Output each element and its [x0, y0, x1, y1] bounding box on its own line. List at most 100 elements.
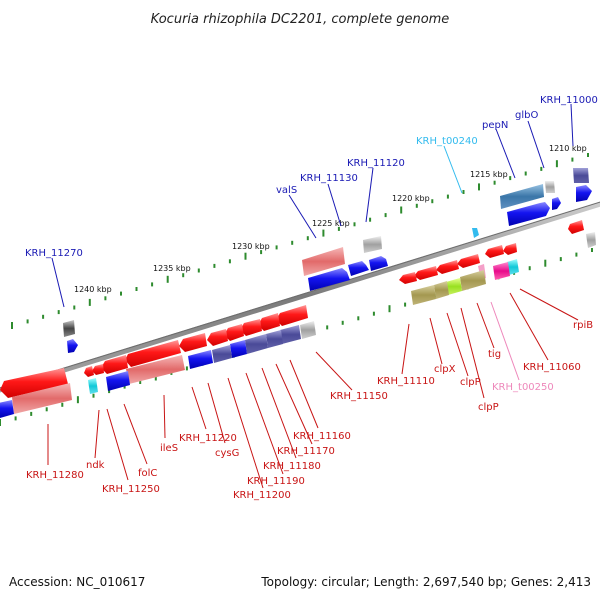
gene-red-arrow[interactable] — [436, 260, 459, 274]
gene-label[interactable]: glbO — [515, 110, 538, 121]
gene-red-arrow[interactable] — [179, 333, 207, 352]
gene-blue-feature[interactable] — [0, 400, 14, 418]
gene-krh11130-arrow[interactable] — [348, 261, 369, 276]
gene-red-arrow[interactable] — [485, 245, 504, 258]
minor-tick — [139, 380, 142, 384]
gene-red-arrow[interactable] — [276, 305, 308, 326]
kbp-label: 1240 kbp — [74, 285, 112, 294]
gene-olive-feature[interactable] — [460, 270, 486, 291]
gene-red-arrow[interactable] — [399, 272, 417, 284]
gene-pepn-arrow[interactable] — [507, 202, 550, 226]
gene-krh11200-feature[interactable] — [212, 345, 232, 363]
minor-tick — [446, 194, 449, 199]
gene-label[interactable]: clpP — [478, 402, 499, 413]
gene-label[interactable]: clpP — [460, 377, 481, 388]
gene-red-arrow[interactable] — [84, 366, 94, 377]
gene-krh11120-feature[interactable] — [363, 236, 382, 253]
gene-label[interactable]: rpiB — [573, 320, 593, 331]
gene-label[interactable]: KRH_11160 — [293, 431, 351, 442]
gene-krh11120-arrow[interactable] — [369, 256, 388, 271]
gene-red-arrow[interactable] — [457, 254, 480, 268]
forward-label-group — [51, 103, 574, 308]
gene-red-arrow[interactable] — [101, 355, 128, 374]
gene-label[interactable]: KRH_11220 — [179, 433, 237, 444]
gene-red-arrow[interactable] — [224, 324, 244, 341]
gene-krh11000-arrow[interactable] — [576, 185, 592, 202]
gene-glbo-feature[interactable] — [545, 181, 555, 193]
gene-label[interactable]: KRH_11280 — [26, 470, 84, 481]
gene-red-arrow[interactable] — [92, 364, 104, 375]
gene-label[interactable]: KRH_11250 — [102, 484, 160, 495]
gene-krh11270-arrow[interactable] — [67, 339, 78, 353]
gene-vals-feature[interactable] — [302, 247, 345, 276]
gene-label[interactable]: KRH_11180 — [263, 461, 321, 472]
gene-label[interactable]: KRH_11130 — [300, 173, 358, 184]
gene-label[interactable]: tig — [488, 349, 501, 360]
gene-krh11060-feature[interactable] — [507, 259, 519, 275]
minor-tick — [120, 291, 122, 296]
minor-tick — [528, 266, 531, 271]
gene-krh11160-feature[interactable] — [280, 325, 301, 344]
gene-label[interactable]: KRH_11120 — [347, 158, 405, 169]
gene-clpp-feature[interactable] — [446, 278, 462, 295]
gene-ndk-feature[interactable] — [88, 378, 98, 394]
gene-iles-feature[interactable] — [126, 355, 185, 384]
gene-vals-arrow[interactable] — [308, 268, 350, 291]
gene-iles-arrow[interactable] — [125, 340, 181, 367]
gene-tig-feature[interactable] — [493, 262, 510, 280]
gene-label[interactable]: KRH_11150 — [330, 391, 388, 402]
minor-tick — [151, 282, 154, 287]
gene-red-arrow[interactable] — [414, 266, 438, 280]
gene-krh11180-feature[interactable] — [245, 334, 268, 354]
genome-backbone — [0, 201, 600, 393]
gene-krh11150-feature[interactable] — [300, 321, 316, 339]
gene-label[interactable]: KRH_11200 — [233, 490, 291, 501]
gene-label[interactable]: valS — [276, 185, 297, 196]
gene-krh11000-feature[interactable] — [573, 168, 589, 183]
trna-krh-t00240-marker[interactable] — [472, 228, 479, 238]
major-tick — [555, 160, 558, 168]
forward-features — [63, 168, 592, 353]
minor-tick — [372, 311, 375, 316]
gene-label[interactable]: KRH_11110 — [377, 376, 435, 387]
minor-tick — [26, 319, 29, 324]
gene-rpib-feature[interactable] — [586, 232, 596, 248]
gene-cysg-feature[interactable] — [188, 350, 213, 369]
kbp-label: 1225 kbp — [312, 219, 350, 228]
minor-tick — [260, 250, 263, 255]
gene-label[interactable]: ndk — [86, 460, 105, 471]
gene-label[interactable]: KRH_11000 — [540, 95, 598, 106]
gene-pepn-feature[interactable] — [500, 184, 544, 209]
gene-red-arrow[interactable] — [240, 319, 262, 336]
gene-folc-feature[interactable] — [106, 371, 130, 391]
gene-rpib-arrow[interactable] — [568, 220, 584, 234]
gene-krh11190-feature[interactable] — [230, 340, 247, 358]
major-tick — [11, 322, 13, 329]
trna-label[interactable]: KRH_t00240 — [416, 136, 478, 147]
map-title: Kocuria rhizophila DC2201, complete geno… — [151, 12, 450, 27]
gene-label[interactable]: cysG — [215, 448, 239, 459]
gene-krh11270-feature[interactable] — [63, 320, 75, 337]
gene-krh11280-feature[interactable] — [12, 383, 72, 414]
gene-label[interactable]: KRH_11170 — [277, 446, 335, 457]
gene-label[interactable]: folC — [138, 468, 157, 479]
minor-tick — [369, 217, 372, 222]
gene-red-arrow[interactable] — [207, 329, 228, 346]
trna-label[interactable]: KRH_t00250 — [492, 382, 554, 393]
reverse-labels: rpiB KRH_11060 tig clpP clpP clpX KRH_11… — [26, 320, 593, 501]
gene-label[interactable]: KRH_11270 — [25, 248, 83, 259]
gene-krh11170-feature[interactable] — [266, 330, 283, 348]
gene-clpx-feature[interactable] — [411, 285, 436, 305]
gene-glbo-arrow[interactable] — [552, 197, 561, 210]
gene-label[interactable]: clpX — [434, 364, 456, 375]
gene-label[interactable]: pepN — [482, 120, 508, 131]
minor-tick — [213, 263, 216, 268]
gene-krh11280-arrow[interactable] — [0, 368, 68, 398]
gene-red-arrow[interactable] — [503, 243, 517, 255]
major-tick — [478, 183, 480, 191]
gene-red-arrow[interactable] — [258, 313, 280, 331]
gene-label[interactable]: ileS — [160, 443, 178, 454]
gene-clpp-feature[interactable] — [434, 281, 449, 299]
gene-label[interactable]: KRH_11060 — [523, 362, 581, 373]
gene-label[interactable]: KRH_11190 — [247, 476, 305, 487]
